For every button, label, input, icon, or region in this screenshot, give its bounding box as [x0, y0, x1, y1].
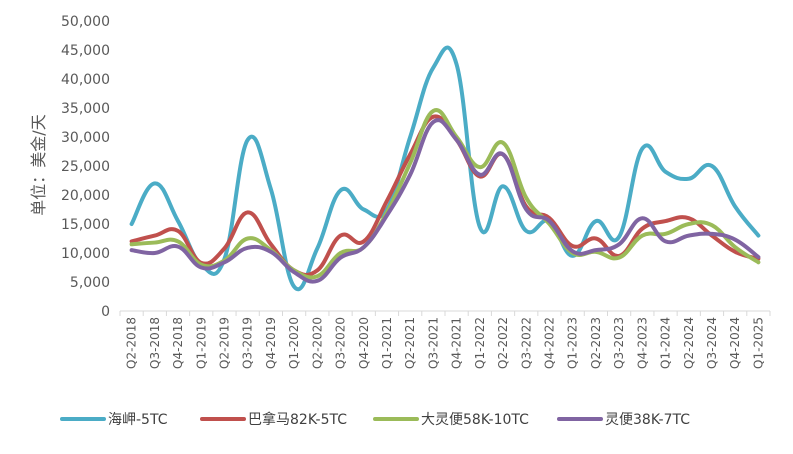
x-tick-label: Q1-2024	[659, 317, 673, 369]
x-tick-label: Q1-2019	[194, 317, 208, 369]
series-line-4	[129, 118, 761, 284]
legend-label: 海岬-5TC	[108, 412, 168, 428]
y-tick-label: 0	[101, 304, 110, 320]
x-tick-label: Q2-2024	[682, 317, 696, 369]
y-tick-label: 40,000	[61, 72, 110, 88]
x-tick-label: Q2-2022	[496, 317, 510, 369]
x-tick-label: Q2-2018	[125, 317, 139, 369]
legend-label: 灵便38K-7TC	[605, 412, 690, 428]
x-tick-label: Q4-2019	[264, 317, 278, 369]
y-tick-label: 5,000	[70, 275, 110, 291]
x-tick-label: Q3-2019	[241, 317, 255, 369]
y-tick-label: 20,000	[61, 188, 110, 204]
x-tick-label: Q4-2018	[171, 317, 185, 369]
x-tick-label: Q2-2023	[589, 317, 603, 369]
x-tick-label: Q1-2022	[473, 317, 487, 369]
series-line-1	[129, 45, 761, 292]
x-tick-label: Q2-2021	[403, 317, 417, 369]
x-tick-label: Q3-2024	[705, 317, 719, 369]
x-tick-label: Q4-2020	[357, 317, 371, 369]
legend: 海岬-5TC 巴拿马82K-5TC 大灵便58K-10TC 灵便38K-7TC	[60, 411, 690, 428]
y-tick-label: 30,000	[61, 130, 110, 146]
x-tick-label: Q3-2018	[148, 317, 162, 369]
x-tick-label: Q4-2022	[542, 317, 556, 369]
x-tick-label: Q2-2020	[310, 317, 324, 369]
axes: 0 5,000 10,000 15,000 20,000 25,000 30,000 35,0…	[61, 14, 771, 369]
y-tick-label: 10,000	[61, 246, 110, 262]
y-tick-label: 50,000	[61, 14, 110, 30]
x-tick-label: Q1-2020	[287, 317, 301, 369]
y-tick-label: 25,000	[61, 159, 110, 175]
y-tick-label: 45,000	[61, 43, 110, 59]
x-tick-label: Q4-2023	[635, 317, 649, 369]
x-tick-label: Q3-2022	[519, 317, 533, 369]
y-axis-title: 单位：美金/天	[29, 114, 48, 215]
y-tick-label: 35,000	[61, 101, 110, 117]
x-tick-label: Q3-2023	[612, 317, 626, 369]
x-tick-label: Q4-2021	[450, 317, 464, 369]
series-layer	[129, 45, 761, 292]
legend-label: 巴拿马82K-5TC	[248, 411, 347, 428]
x-tick-label: Q3-2020	[334, 317, 348, 369]
x-tick-label: Q1-2021	[380, 317, 394, 369]
x-tick-label: Q1-2025	[751, 317, 765, 369]
legend-label: 大灵便58K-10TC	[421, 412, 529, 428]
x-tick-label: Q4-2024	[728, 317, 742, 369]
series-line-3	[129, 108, 761, 280]
x-tick-label: Q2-2019	[217, 317, 231, 369]
x-tick-label: Q3-2021	[426, 317, 440, 369]
y-tick-label: 15,000	[61, 217, 110, 233]
x-tick-label: Q1-2023	[566, 317, 580, 369]
